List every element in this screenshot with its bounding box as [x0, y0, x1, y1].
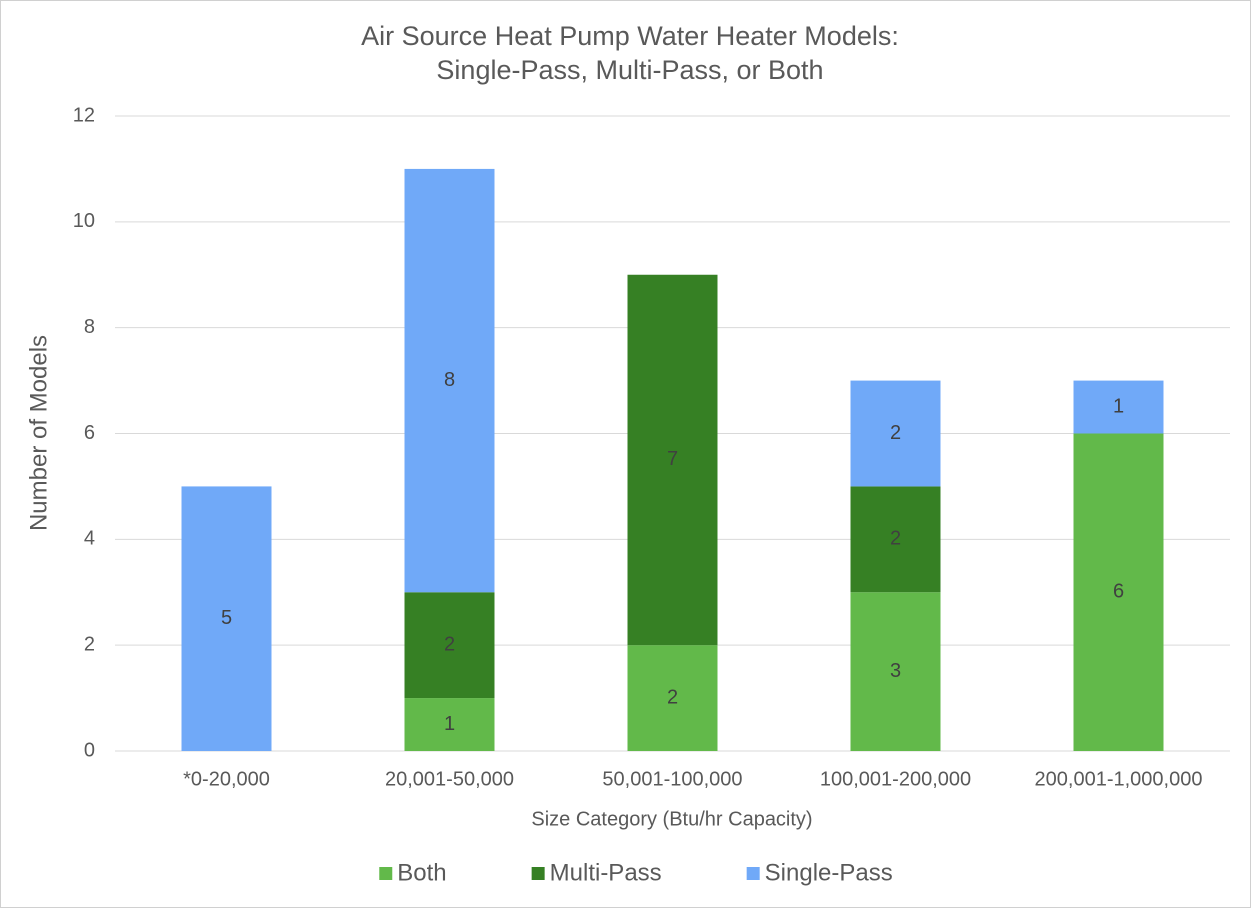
x-tick-label: 50,001-100,000 [602, 768, 742, 790]
chart-title: Air Source Heat Pump Water Heater Models… [361, 21, 899, 51]
bar-segment [404, 698, 495, 751]
y-tick-label: 6 [84, 422, 95, 444]
y-tick-label: 4 [84, 528, 95, 550]
x-tick-label: 200,001-1,000,000 [1035, 768, 1203, 790]
data-label: 2 [444, 633, 455, 655]
bar-segment [404, 592, 495, 699]
chart-title: Single-Pass, Multi-Pass, or Both [436, 55, 823, 85]
legend-label: Multi-Pass [550, 859, 662, 886]
bar-segment [850, 486, 941, 593]
x-tick-label: 20,001-50,000 [385, 768, 514, 790]
data-label: 2 [890, 528, 901, 550]
bar-segment [1073, 380, 1164, 434]
bar-segment [1073, 433, 1164, 751]
legend-label: Both [397, 859, 446, 886]
bar-segment [850, 380, 941, 487]
data-label: 6 [1113, 581, 1124, 603]
legend-swatch [531, 867, 545, 880]
data-label: 3 [890, 660, 901, 682]
data-label: 2 [890, 422, 901, 444]
data-label: 1 [1113, 395, 1124, 417]
bar-segment [627, 645, 718, 751]
legend-swatch [746, 867, 760, 880]
data-label: 5 [221, 607, 232, 629]
data-label: 8 [444, 369, 455, 391]
y-tick-label: 8 [84, 316, 95, 338]
data-label: 2 [667, 686, 678, 708]
legend-label: Single-Pass [765, 859, 893, 886]
data-label: 1 [444, 713, 455, 735]
data-label: 7 [667, 448, 678, 470]
legend-swatch [379, 867, 393, 880]
x-tick-label: *0-20,000 [183, 768, 270, 790]
bar-segment [627, 274, 718, 646]
y-tick-label: 12 [73, 104, 95, 126]
bar-segment [850, 592, 941, 751]
bar-segment [181, 486, 272, 751]
y-tick-label: 10 [73, 210, 95, 232]
x-tick-label: 100,001-200,000 [820, 768, 971, 790]
y-tick-label: 2 [84, 633, 95, 655]
y-axis-label: Number of Models [25, 335, 52, 531]
bar-segment [404, 168, 495, 593]
y-tick-label: 0 [84, 739, 95, 761]
x-axis-label: Size Category (Btu/hr Capacity) [531, 808, 812, 830]
